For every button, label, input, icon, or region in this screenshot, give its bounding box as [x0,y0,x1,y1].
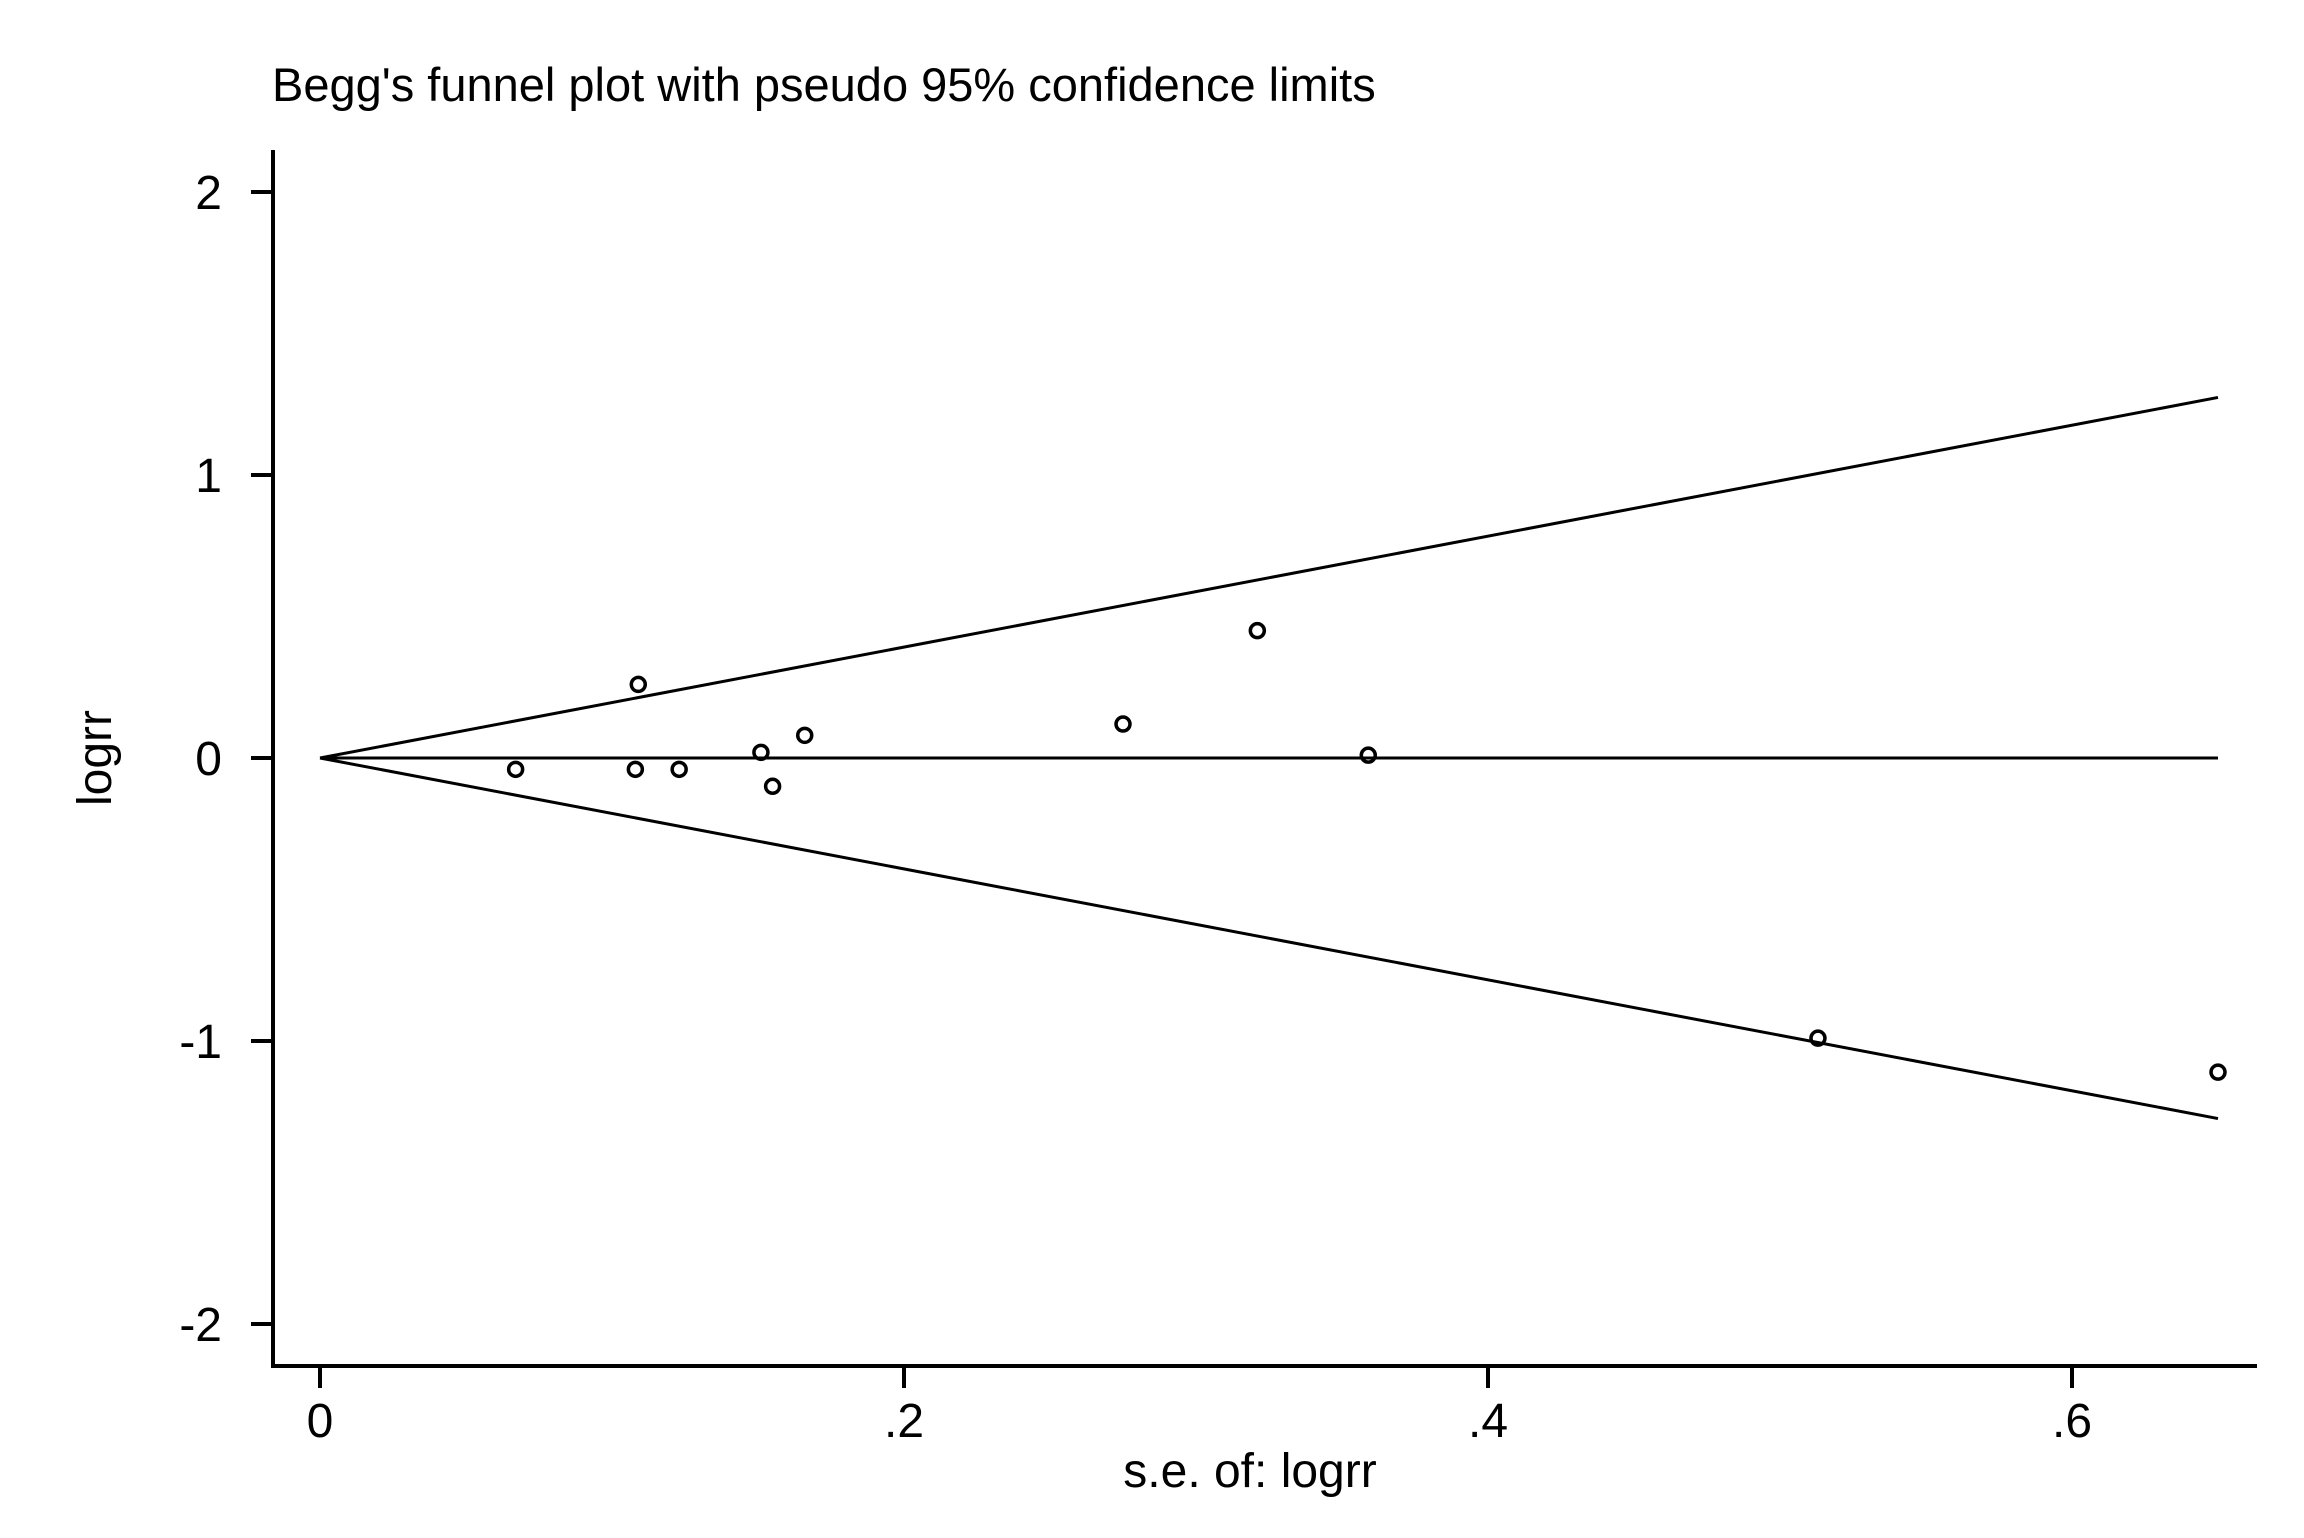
lower-confidence-limit [319,756,2219,1121]
y-tick-label: -1 [179,1016,222,1069]
y-tick-label: 0 [195,733,222,786]
y-tick-label: 1 [195,450,222,503]
chart-title: Begg's funnel plot with pseudo 95% confi… [272,58,1376,111]
study-point [1359,746,1378,764]
study-point [763,777,782,796]
x-axis-label: s.e. of: logrr [1123,1445,1376,1498]
x-axis-ticks: 0 .2 .4 .6 [307,1366,2092,1448]
study-point [1248,621,1267,640]
study-point [795,726,814,745]
study-point [1809,1029,1827,1047]
x-tick-label: .6 [2052,1395,2092,1448]
study-point [2209,1063,2227,1081]
x-tick-label: .2 [884,1395,924,1448]
y-tick-label: -2 [179,1299,222,1352]
upper-confidence-limit [319,395,2219,760]
study-point [629,675,648,694]
study-point [752,743,770,762]
study-point [1114,715,1132,733]
y-axis-label: logrr [69,710,122,806]
study-point [626,760,645,779]
confidence-limits [319,395,2219,1121]
y-axis-ticks: 2 1 0 -1 -2 [179,167,273,1352]
study-point [506,760,525,779]
y-tick-label: 2 [195,167,222,220]
x-tick-label: 0 [307,1395,334,1448]
study-points [506,621,2227,1081]
study-point [670,760,688,779]
x-tick-label: .4 [1468,1395,1508,1448]
